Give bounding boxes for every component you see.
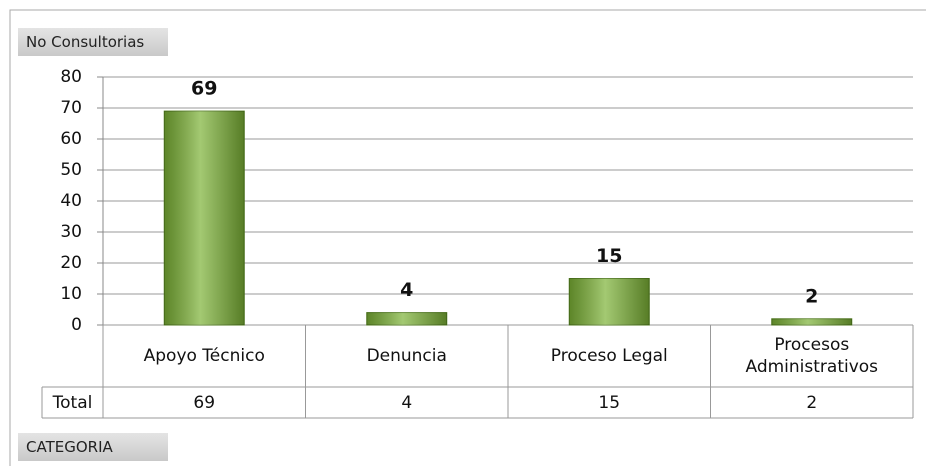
- table-value: 69: [193, 392, 216, 413]
- category-field-button[interactable]: CATEGORIA: [18, 433, 168, 461]
- x-tick-label: Denuncia: [366, 346, 447, 366]
- y-tick-label: 40: [60, 191, 82, 211]
- bar-shine: [569, 278, 650, 325]
- bar-shine: [771, 318, 852, 325]
- table-value: 15: [598, 392, 621, 413]
- bar-shine: [164, 111, 245, 325]
- chart-frame: [9, 9, 926, 466]
- table-series-name: Total: [52, 392, 93, 413]
- y-tick-label: 50: [60, 160, 82, 180]
- y-tick-label: 20: [60, 253, 82, 273]
- x-tick-label: Apoyo Técnico: [143, 346, 265, 366]
- x-tick-label: Proceso Legal: [550, 346, 668, 366]
- data-label: 15: [596, 245, 622, 267]
- value-field-button[interactable]: No Consultorias: [18, 28, 168, 56]
- data-label: 69: [191, 78, 217, 100]
- y-tick-label: 60: [60, 129, 82, 149]
- y-tick-label: 10: [60, 284, 82, 304]
- table-value: 2: [806, 392, 818, 413]
- y-tick-label: 30: [60, 222, 82, 242]
- bar-shine: [366, 312, 447, 325]
- table-value: 4: [401, 392, 413, 413]
- y-tick-label: 80: [60, 67, 82, 87]
- data-label: 2: [805, 285, 818, 307]
- y-tick-label: 0: [71, 315, 82, 335]
- y-tick-label: 70: [60, 98, 82, 118]
- data-label: 4: [400, 279, 413, 301]
- x-tick-label: Procesos Administrativos: [745, 335, 879, 377]
